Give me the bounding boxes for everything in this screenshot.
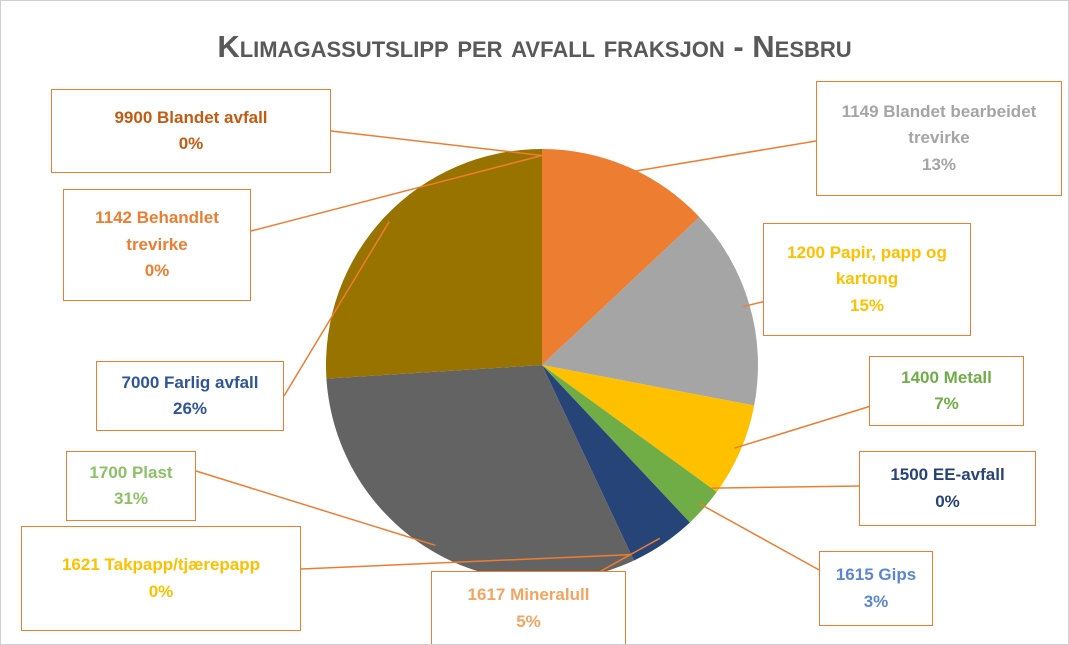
label-value: 0% <box>935 491 960 511</box>
data-label-box: 1400 Metall 7% <box>869 356 1024 426</box>
label-value: 7% <box>934 394 959 413</box>
leader-line <box>250 154 543 232</box>
label-value: 0% <box>144 261 170 281</box>
label-category: 1700 Plast <box>89 462 173 482</box>
data-label-box: 1142 Behandlet trevirke 0% <box>63 189 251 301</box>
pie-slice <box>326 365 634 581</box>
data-label-box: 1700 Plast 31% <box>66 451 196 521</box>
pie-slice <box>542 217 758 406</box>
leader-line <box>698 502 822 572</box>
pie-slice <box>542 365 755 492</box>
leader-line <box>195 470 436 547</box>
label-value: 15% <box>849 295 885 315</box>
label-category: 9900 Blandet avfall <box>114 107 268 127</box>
label-category: 1621 Takpapp/tjærepapp <box>61 555 261 575</box>
label-value: 5% <box>516 611 541 631</box>
leader-line <box>625 140 817 174</box>
label-category: 1500 EE-avfall <box>890 465 1005 485</box>
data-label-box: 1617 Mineralull 5% <box>431 571 626 644</box>
data-label-box: 1200 Papir, papp og kartong 15% <box>763 223 971 336</box>
leader-line <box>711 485 862 489</box>
data-label-box: 1615 Gips 3% <box>819 551 933 626</box>
label-category: 7000 Farlig avfall <box>121 372 259 392</box>
pie-slice <box>542 149 700 365</box>
label-category: 1400 Metall <box>901 367 992 387</box>
label-category: 1617 Mineralull <box>467 585 590 605</box>
label-category: 1149 Blandet bearbeidet trevirke <box>841 101 1037 148</box>
label-value: 31% <box>113 489 149 508</box>
label-category: 1200 Papir, papp og kartong <box>787 242 947 289</box>
leader-line <box>283 221 390 397</box>
data-label-box: 1621 Takpapp/tjærepapp 0% <box>21 526 301 631</box>
data-label-box: 7000 Farlig avfall 26% <box>96 361 284 431</box>
label-value: 0% <box>148 581 174 601</box>
label-value: 13% <box>921 154 957 174</box>
data-label-box: 1500 EE-avfall 0% <box>859 451 1036 526</box>
label-value: 26% <box>172 399 208 418</box>
pie-slice <box>326 149 542 379</box>
leader-line <box>330 130 543 157</box>
chart-title: Klimagassutslipp per avfall fraksjon - N… <box>217 29 852 64</box>
pie-slice <box>542 365 690 561</box>
label-category: 1615 Gips <box>835 565 917 585</box>
label-value: 3% <box>863 591 889 611</box>
leader-line <box>743 300 767 308</box>
leader-line <box>734 405 872 449</box>
data-label-box: 1149 Blandet bearbeidet trevirke 13% <box>816 81 1062 196</box>
pie-slice <box>542 365 717 523</box>
data-label-box: 9900 Blandet avfall 0% <box>51 89 331 173</box>
leader-line <box>300 553 632 570</box>
label-category: 1142 Behandlet trevirke <box>95 208 219 254</box>
label-value: 0% <box>178 134 204 153</box>
